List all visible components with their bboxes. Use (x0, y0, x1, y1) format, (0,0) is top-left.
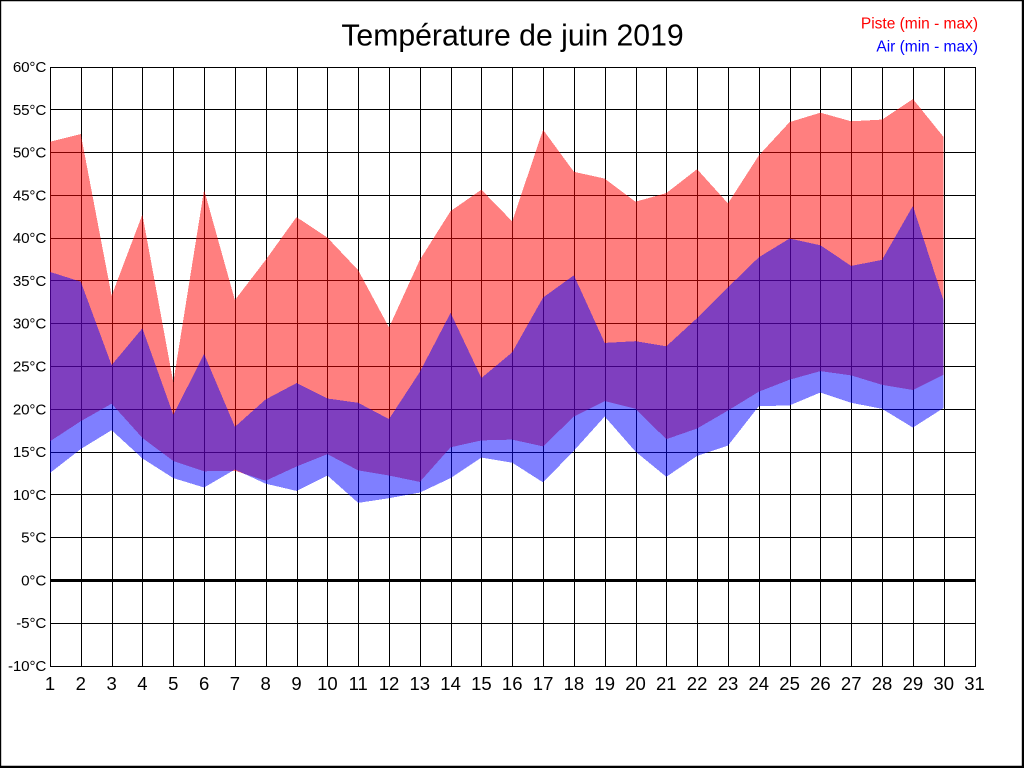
svg-text:25: 25 (779, 673, 800, 694)
svg-text:-10°C: -10°C (8, 658, 46, 675)
svg-text:29: 29 (903, 673, 924, 694)
svg-text:15: 15 (471, 673, 492, 694)
svg-text:Température de juin 2019: Température de juin 2019 (341, 20, 683, 53)
svg-text:8: 8 (261, 673, 271, 694)
svg-text:7: 7 (230, 673, 240, 694)
svg-text:3: 3 (106, 673, 116, 694)
svg-text:30°C: 30°C (13, 316, 47, 333)
svg-text:14: 14 (440, 673, 461, 694)
svg-text:12: 12 (379, 673, 400, 694)
svg-text:45°C: 45°C (13, 187, 47, 204)
svg-text:16: 16 (502, 673, 523, 694)
svg-text:Air (min - max): Air (min - max) (876, 38, 978, 55)
svg-text:-5°C: -5°C (16, 615, 46, 632)
svg-text:10°C: 10°C (13, 487, 47, 504)
svg-text:28: 28 (872, 673, 893, 694)
svg-text:15°C: 15°C (13, 444, 47, 461)
svg-text:20: 20 (625, 673, 646, 694)
svg-text:2: 2 (76, 673, 86, 694)
svg-text:19: 19 (594, 673, 615, 694)
svg-text:27: 27 (841, 673, 862, 694)
svg-text:22: 22 (687, 673, 708, 694)
svg-text:6: 6 (199, 673, 209, 694)
svg-text:24: 24 (749, 673, 770, 694)
svg-text:26: 26 (810, 673, 831, 694)
svg-text:60°C: 60°C (13, 59, 47, 76)
svg-text:5: 5 (168, 673, 178, 694)
svg-text:Piste (min - max): Piste (min - max) (861, 16, 978, 33)
svg-text:11: 11 (349, 673, 368, 694)
svg-text:35°C: 35°C (13, 273, 47, 290)
svg-text:50°C: 50°C (13, 145, 47, 162)
svg-text:18: 18 (564, 673, 585, 694)
svg-text:13: 13 (410, 673, 431, 694)
svg-text:9: 9 (291, 673, 301, 694)
svg-text:20°C: 20°C (13, 401, 47, 418)
svg-text:0°C: 0°C (21, 572, 46, 589)
svg-text:4: 4 (137, 673, 147, 694)
svg-text:17: 17 (533, 673, 554, 694)
svg-text:5°C: 5°C (21, 530, 46, 547)
svg-text:25°C: 25°C (13, 359, 47, 376)
svg-text:30: 30 (933, 673, 954, 694)
svg-text:10: 10 (317, 673, 338, 694)
svg-text:21: 21 (656, 673, 677, 694)
svg-text:31: 31 (964, 673, 985, 694)
svg-text:40°C: 40°C (13, 230, 47, 247)
svg-text:1: 1 (45, 673, 55, 694)
svg-text:23: 23 (718, 673, 739, 694)
svg-text:55°C: 55°C (13, 102, 47, 119)
